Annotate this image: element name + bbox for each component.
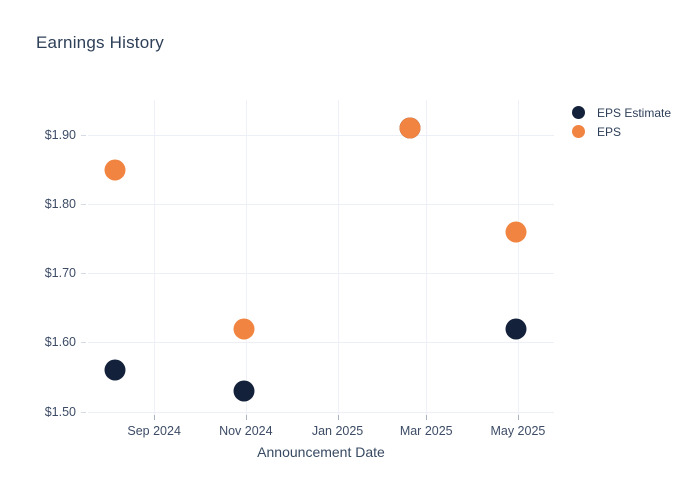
eps-point[interactable] [399, 117, 421, 139]
x-tick-label: Jan 2025 [311, 424, 364, 438]
x-tick-label: Nov 2024 [219, 424, 273, 438]
legend-label-eps-estimate: EPS Estimate [597, 105, 672, 120]
y-tick-label: $1.80 [44, 197, 76, 212]
y-gridline [88, 134, 554, 136]
y-tick-label: $1.70 [44, 266, 76, 281]
x-gridline [337, 100, 339, 415]
plot-area: $1.50 $1.60 $1.70 $1.80 $1.90 Sep 2024 Nov 202… [45, 100, 554, 438]
x-tick-label: Sep 2024 [127, 424, 181, 438]
eps-legend-marker [572, 125, 585, 138]
y-tick-mark [81, 134, 86, 136]
y-tick-label: $1.90 [44, 127, 76, 142]
x-axis-title: Announcement Date [257, 444, 385, 460]
y-gridline [88, 204, 554, 206]
x-tick-label: Mar 2025 [399, 424, 453, 438]
x-tick-mark [154, 415, 156, 420]
x-gridline [154, 100, 156, 415]
y-gridline [88, 411, 554, 413]
eps-estimate-legend-marker [572, 106, 585, 119]
eps-point[interactable] [233, 318, 255, 340]
eps-estimate-point[interactable] [104, 359, 126, 381]
eps-point[interactable] [505, 221, 527, 243]
y-tick-mark [81, 411, 86, 413]
y-tick-mark [81, 342, 86, 344]
legend-item-eps[interactable]: EPS [572, 124, 671, 139]
y-gridline [88, 273, 554, 275]
y-tick-mark [81, 204, 86, 206]
y-tick-mark [81, 273, 86, 275]
x-tick-mark [245, 415, 247, 420]
x-gridline [426, 100, 428, 415]
eps-point[interactable] [104, 159, 126, 180]
legend-label-eps: EPS [597, 124, 622, 139]
legend: EPS Estimate EPS [572, 105, 671, 143]
y-tick-label: $1.60 [44, 335, 76, 350]
x-gridline [245, 100, 247, 415]
x-tick-mark [517, 415, 519, 420]
x-tick-mark [426, 415, 428, 420]
legend-item-eps-estimate[interactable]: EPS Estimate [572, 105, 671, 120]
y-gridline [88, 342, 554, 344]
x-tick-label: May 2025 [490, 424, 546, 438]
x-tick-mark [337, 415, 339, 420]
x-gridline [517, 100, 519, 415]
eps-estimate-point[interactable] [233, 380, 255, 402]
y-tick-label: $1.50 [44, 404, 76, 419]
eps-estimate-point[interactable] [505, 318, 527, 340]
chart-title: Earnings History [36, 33, 164, 52]
